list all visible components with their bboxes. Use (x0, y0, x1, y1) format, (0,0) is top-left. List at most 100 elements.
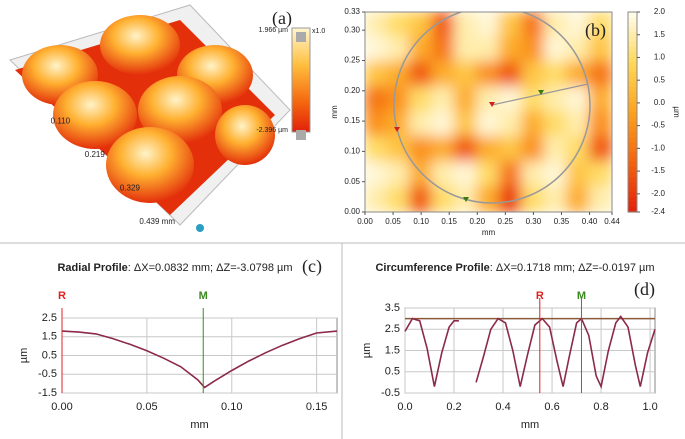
heat-cell (365, 12, 389, 38)
heat-cell (588, 86, 612, 113)
colorbar-step (628, 192, 637, 198)
x-tick-label: 0.6 (544, 401, 559, 413)
heat-cell (453, 86, 479, 113)
x-axis-label: mm (190, 419, 208, 431)
y-tick-label: -0.5 (381, 387, 400, 399)
x-tick-label: 0.00 (357, 217, 373, 226)
heat-cell (566, 86, 591, 113)
colorbar-step (628, 67, 637, 73)
colorbar-step (628, 47, 637, 53)
colorbar-frame (627, 11, 638, 213)
colorbar-step (628, 172, 637, 178)
heat-cell (453, 12, 479, 38)
heat-cell (588, 12, 612, 38)
heat-cell (521, 136, 546, 163)
y-tick-label: 0.15 (344, 116, 360, 125)
heat-cell (498, 61, 524, 88)
y-axis-label: µm (18, 348, 30, 364)
colorbar-step (628, 42, 637, 48)
heat-cell (521, 161, 546, 188)
colorbar-step (628, 12, 637, 18)
x-tick-label: 0.25 (498, 217, 514, 226)
colorbar-step (628, 157, 637, 163)
x-axis-label: mm (482, 228, 496, 237)
axis-tick-label: 0.439 mm (139, 217, 175, 226)
plot-frame (364, 11, 613, 213)
y-tick-label: 0.25 (344, 56, 360, 65)
heat-cell (365, 36, 389, 63)
heat-cell (498, 136, 524, 163)
y-tick-label: 2.5 (385, 323, 400, 335)
colorbar-label: µm (672, 106, 681, 118)
y-tick-label: 0.5 (42, 349, 57, 361)
heat-cell (543, 61, 569, 88)
heat-cell (566, 186, 591, 212)
x-tick-label: 0.20 (469, 217, 485, 226)
colorbar-tick-label: -0.5 (651, 121, 665, 130)
heat-cell (588, 61, 612, 88)
heat-cell (476, 61, 501, 88)
colorbar-step (628, 147, 637, 153)
heat-cell (431, 36, 456, 63)
heat-cell (588, 161, 612, 188)
data-line (404, 315, 656, 390)
heat-cell (498, 12, 524, 38)
heat-cell (588, 36, 612, 63)
heat-cell (386, 36, 411, 63)
x-tick-label: 0.10 (413, 217, 429, 226)
heat-cell (365, 161, 389, 188)
colorbar-step (628, 27, 637, 33)
heat-cell (431, 86, 456, 113)
heat-cell (365, 186, 389, 212)
colorbar-step (628, 102, 637, 108)
y-tick-label: 0.05 (344, 177, 360, 186)
heat-cell (476, 111, 501, 138)
colorbar-step (628, 197, 637, 203)
colorbar-tick-label: 0.5 (654, 75, 666, 84)
heat-cell (588, 136, 612, 163)
x-tick-label: 0.00 (51, 401, 72, 413)
heat-cell (476, 136, 501, 163)
x-tick-label: 0.10 (221, 401, 242, 413)
heat-cell (498, 36, 524, 63)
heat-cell (476, 12, 501, 38)
heat-cell (386, 136, 411, 163)
heat-cell (365, 61, 389, 88)
x-tick-label: 0.30 (526, 217, 542, 226)
heat-cell (543, 36, 569, 63)
colorbar-step (628, 122, 637, 128)
cursor-label: R (536, 290, 544, 302)
colorbar-step (628, 167, 637, 173)
panel-label: (d) (634, 279, 655, 300)
axis-tick-label: 0.329 (120, 184, 141, 193)
colorbar-tick-label: 0.0 (654, 98, 666, 107)
heat-cell (543, 111, 569, 138)
colorbar-step (628, 57, 637, 63)
colorbar-step (628, 137, 637, 143)
colorbar-step (628, 87, 637, 93)
y-tick-label: 0.20 (344, 86, 360, 95)
surface-render (9, 4, 311, 232)
y-tick-label: 3.5 (385, 302, 400, 314)
colorbar-step (628, 52, 637, 58)
x-axis-label: mm (521, 419, 539, 431)
colorbar-tick-label: -2.4 (651, 207, 665, 216)
y-tick-label: 2.5 (42, 312, 57, 324)
heat-cell (498, 161, 524, 188)
heat-cell (408, 86, 434, 113)
colorbar-step (628, 177, 637, 183)
cursor-label: M (577, 290, 586, 302)
circle-path (393, 12, 591, 204)
heat-cell (453, 36, 479, 63)
colorbar-step (628, 182, 637, 188)
heat-cell (566, 136, 591, 163)
x-tick-label: 0.44 (604, 217, 620, 226)
x-tick-label: 0.15 (306, 401, 327, 413)
heat-cell (453, 111, 479, 138)
data-line (61, 330, 338, 389)
heat-cell (521, 61, 546, 88)
heat-cell (408, 186, 434, 212)
colorbar-step (628, 17, 637, 23)
colorbar-step (628, 77, 637, 83)
y-tick-label: 1.5 (42, 331, 57, 343)
